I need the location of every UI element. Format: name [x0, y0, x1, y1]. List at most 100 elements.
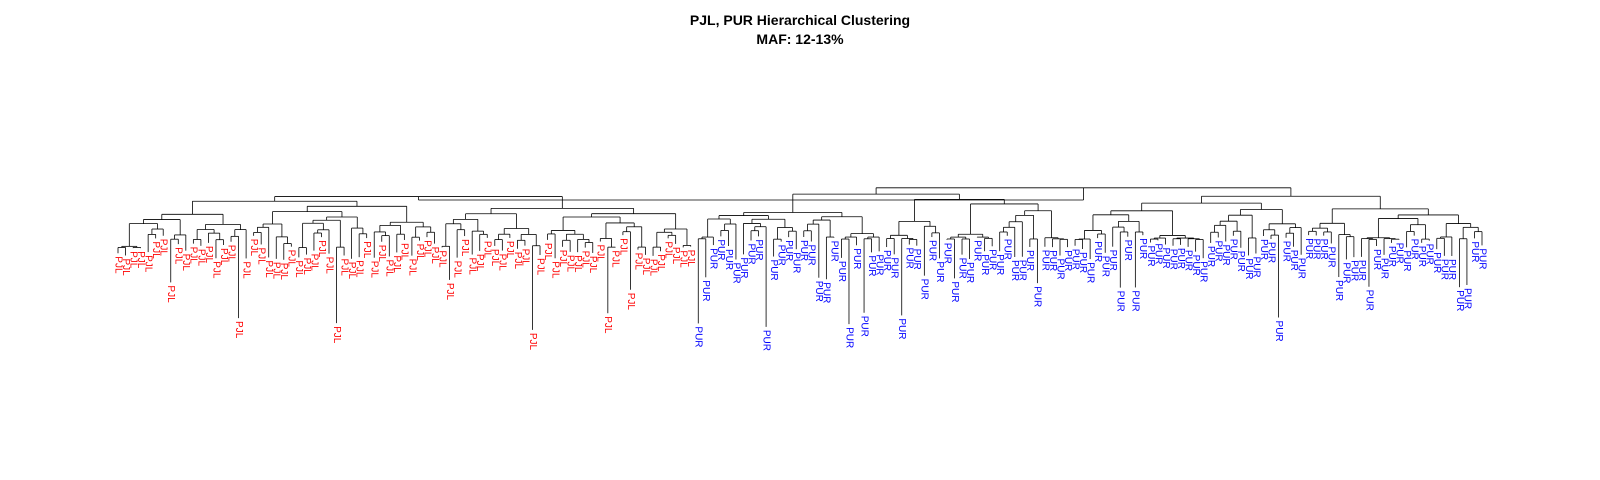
leaf-label-pur: PUR	[1371, 249, 1382, 270]
leaf-label-pur: PUR	[738, 257, 749, 278]
leaf-label-pur: PUR	[1205, 246, 1216, 267]
leaf-label-pur: PUR	[1009, 260, 1020, 281]
leaf-label-pjl: PJL	[519, 249, 530, 267]
leaf-label-pjl: PJL	[557, 250, 568, 268]
leaf-label-pur: PUR	[1182, 250, 1193, 271]
leaf-label-pur: PUR	[745, 244, 756, 265]
leaf-label-pur: PUR	[1175, 248, 1186, 269]
leaf-label-pjl: PJL	[451, 261, 462, 279]
leaf-label-pur: PUR	[1024, 250, 1035, 271]
leaf-label-pur: PUR	[791, 252, 802, 273]
leaf-label-pur: PUR	[1115, 291, 1126, 312]
leaf-label-pur: PUR	[1265, 242, 1276, 263]
leaf-label-pur: PUR	[1386, 246, 1397, 267]
leaf-label-pjl: PJL	[610, 250, 621, 268]
leaf-label-pur: PUR	[843, 327, 854, 348]
leaf-label-pjl: PJL	[180, 254, 191, 272]
leaf-label-pur: PUR	[828, 241, 839, 262]
leaf-label-pjl: PJL	[436, 250, 447, 268]
leaf-label-pur: PUR	[1145, 245, 1156, 266]
leaf-label-pur: PUR	[896, 318, 907, 339]
leaf-label-pjl: PJL	[670, 247, 681, 265]
leaf-label-pur: PUR	[1356, 260, 1367, 281]
leaf-label-pjl: PJL	[617, 238, 628, 256]
leaf-label-pjl: PJL	[512, 252, 523, 270]
leaf-label-pjl: PJL	[354, 260, 365, 278]
chart-subtitle: MAF: 12-13%	[756, 31, 844, 47]
leaf-label-pur: PUR	[1326, 246, 1337, 267]
leaf-label-pur: PUR	[1130, 290, 1141, 311]
leaf-label-pjl: PJL	[120, 258, 131, 276]
leaf-label-pur: PUR	[1311, 238, 1322, 259]
leaf-label-pur: PUR	[723, 249, 734, 270]
leaf-label-pur: PUR	[1439, 259, 1450, 280]
leaf-label-pur: PUR	[1032, 286, 1043, 307]
leaf-label-pur: PUR	[1409, 239, 1420, 260]
leaf-label-pur: PUR	[1250, 257, 1261, 278]
leaf-label-pjl: PJL	[271, 262, 282, 280]
leaf-label-pur: PUR	[1295, 258, 1306, 279]
leaf-label-pjl: PJL	[467, 258, 478, 276]
leaf-label-pur: PUR	[1469, 241, 1480, 262]
leaf-label-pur: PUR	[1318, 239, 1329, 260]
leaf-label-pur: PUR	[1476, 248, 1487, 269]
leaf-label-pur: PUR	[1167, 249, 1178, 270]
leaf-label-pjl: PJL	[323, 257, 334, 275]
leaf-label-pur: PUR	[1258, 239, 1269, 260]
leaf-label-pjl: PJL	[444, 283, 455, 301]
leaf-label-pjl: PJL	[572, 255, 583, 273]
leaf-label-pur: PUR	[1446, 259, 1457, 280]
leaf-label-pur: PUR	[1341, 262, 1352, 283]
leaf-label-pjl: PJL	[263, 260, 274, 278]
leaf-label-pur: PUR	[1303, 238, 1314, 259]
leaf-label-pur: PUR	[1280, 241, 1291, 262]
leaf-label-pjl: PJL	[112, 256, 123, 274]
leaf-label-pjl: PJL	[338, 259, 349, 277]
leaf-label-pjl: PJL	[678, 250, 689, 268]
leaf-label-pur: PUR	[964, 262, 975, 283]
leaf-label-pjl: PJL	[225, 245, 236, 263]
leaf-label-pur: PUR	[836, 261, 847, 282]
leaf-label-pur: PUR	[1107, 250, 1118, 271]
leaf-label-pur: PUR	[798, 240, 809, 261]
leaf-label-pur: PUR	[1393, 243, 1404, 264]
leaf-label-pur: PUR	[881, 250, 892, 271]
leaf-label-pur: PUR	[1288, 250, 1299, 271]
leaf-label-pur: PUR	[1273, 321, 1284, 342]
leaf-label-pjl: PJL	[580, 251, 591, 269]
leaf-label-pjl: PJL	[143, 255, 154, 273]
leaf-label-pjl: PJL	[406, 259, 417, 277]
leaf-label-pur: PUR	[813, 281, 824, 302]
leaf-label-pur: PUR	[994, 254, 1005, 275]
leaf-label-pur: PUR	[700, 280, 711, 301]
leaf-label-pur: PUR	[1077, 252, 1088, 273]
leaf-label-pur: PUR	[873, 254, 884, 275]
leaf-label-pur: PUR	[1401, 250, 1412, 271]
leaf-label-pjl: PJL	[369, 261, 380, 279]
leaf-label-pjl: PJL	[158, 239, 169, 257]
chart-title: PJL, PUR Hierarchical Clustering	[689, 12, 911, 28]
leaf-label-pur: PUR	[1333, 280, 1344, 301]
leaf-label-pur: PUR	[1431, 252, 1442, 273]
leaf-label-pur: PUR	[760, 330, 771, 351]
leaf-label-pjl: PJL	[685, 250, 696, 268]
leaf-label-pjl: PJL	[301, 258, 312, 276]
leaf-label-pjl: PJL	[474, 254, 485, 272]
leaf-label-pjl: PJL	[640, 258, 651, 276]
leaf-label-pur: PUR	[911, 249, 922, 270]
leaf-label-pur: PUR	[1017, 260, 1028, 281]
leaf-label-pur: PUR	[1062, 250, 1073, 271]
leaf-label-pur: PUR	[1348, 260, 1359, 281]
leaf-label-pjl: PJL	[346, 262, 357, 280]
leaf-label-pur: PUR	[1228, 239, 1239, 260]
leaf-label-pur: PUR	[1054, 259, 1065, 280]
leaf-label-pjl: PJL	[527, 333, 538, 351]
leaf-label-pjl: PJL	[482, 241, 493, 259]
leaf-label-pur: PUR	[941, 243, 952, 264]
leaf-label-pjl: PJL	[542, 243, 553, 261]
leaf-label-pjl: PJL	[308, 254, 319, 272]
leaf-label-pjl: PJL	[316, 240, 327, 258]
leaf-label-pjl: PJL	[210, 261, 221, 279]
